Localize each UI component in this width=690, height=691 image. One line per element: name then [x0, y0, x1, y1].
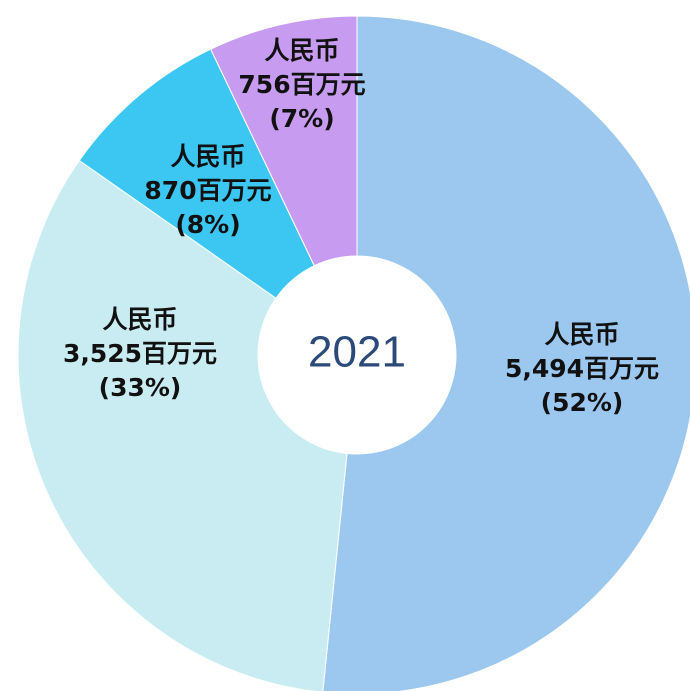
percent-label: (7%): [269, 104, 334, 133]
center-label: 2021: [308, 328, 406, 377]
value-label: 870百万元: [144, 176, 271, 205]
donut-slice: [78, 48, 315, 299]
percent-label: (8%): [175, 210, 240, 239]
currency-label: 人民币: [544, 320, 619, 349]
donut-slice: [322, 15, 690, 691]
currency-label: 人民币: [264, 36, 339, 65]
percent-label: (33%): [99, 373, 182, 402]
value-label: 756百万元: [238, 70, 365, 99]
currency-label: 人民币: [102, 305, 177, 334]
percent-label: (52%): [541, 388, 624, 417]
donut-slice: [17, 159, 348, 691]
currency-label: 人民币: [170, 142, 245, 171]
value-label: 3,525百万元: [63, 339, 217, 368]
donut-slice: [210, 15, 358, 267]
value-label: 5,494百万元: [505, 354, 659, 383]
